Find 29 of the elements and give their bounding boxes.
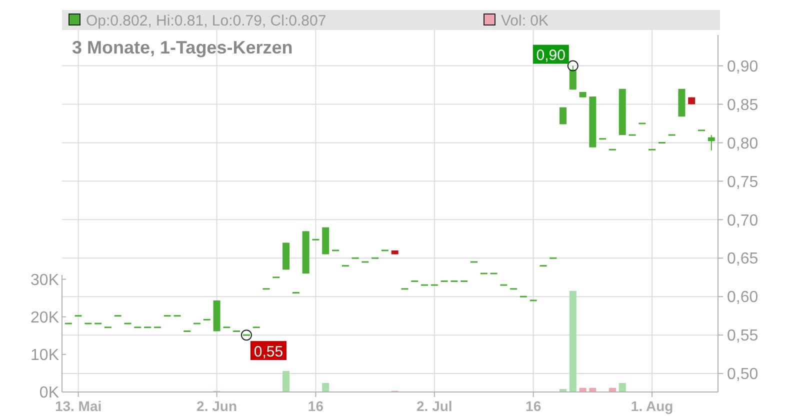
- y-tick-label: 0,90: [727, 58, 758, 76]
- bar: [569, 290, 576, 392]
- y-tick-label: 0,60: [727, 289, 758, 306]
- x-tick-label: 1. Aug: [630, 398, 674, 414]
- candlestick: [708, 134, 715, 151]
- x-tick-label: 16: [526, 398, 542, 414]
- y-tick-label: 0,75: [727, 174, 758, 191]
- y-tick-label: 0,50: [727, 366, 758, 384]
- candlestick: [569, 65, 576, 90]
- bar: [322, 382, 330, 392]
- bar: [282, 370, 290, 392]
- chart-title: 3 Monate, 1-Tages-Kerzen: [72, 37, 293, 58]
- y2-tick-label: 30K: [30, 272, 60, 289]
- x-tick-label: 16: [308, 398, 324, 414]
- y-tick-label: 0,65: [727, 250, 758, 268]
- x-tick-label: 2. Jun: [196, 398, 238, 414]
- y-tick-label: 0,70: [727, 212, 758, 230]
- y-tick-label: 0,85: [727, 96, 758, 114]
- bar: [618, 382, 626, 392]
- annotation: 0,90: [536, 47, 566, 64]
- y-tick-label: 0,55: [727, 328, 758, 345]
- annotation: 0,55: [254, 343, 284, 360]
- legend-label: Op:0.802, Hi:0.81, Lo:0.79, Cl:0.807: [86, 12, 326, 30]
- legend-label: Vol: 0K: [501, 12, 549, 30]
- y-tick-label: 0,80: [727, 135, 758, 152]
- y2-tick-label: 10K: [30, 347, 60, 364]
- x-tick-label: 2. Jul: [416, 398, 452, 414]
- candlestick: [560, 106, 567, 125]
- y2-tick-label: 20K: [30, 309, 60, 326]
